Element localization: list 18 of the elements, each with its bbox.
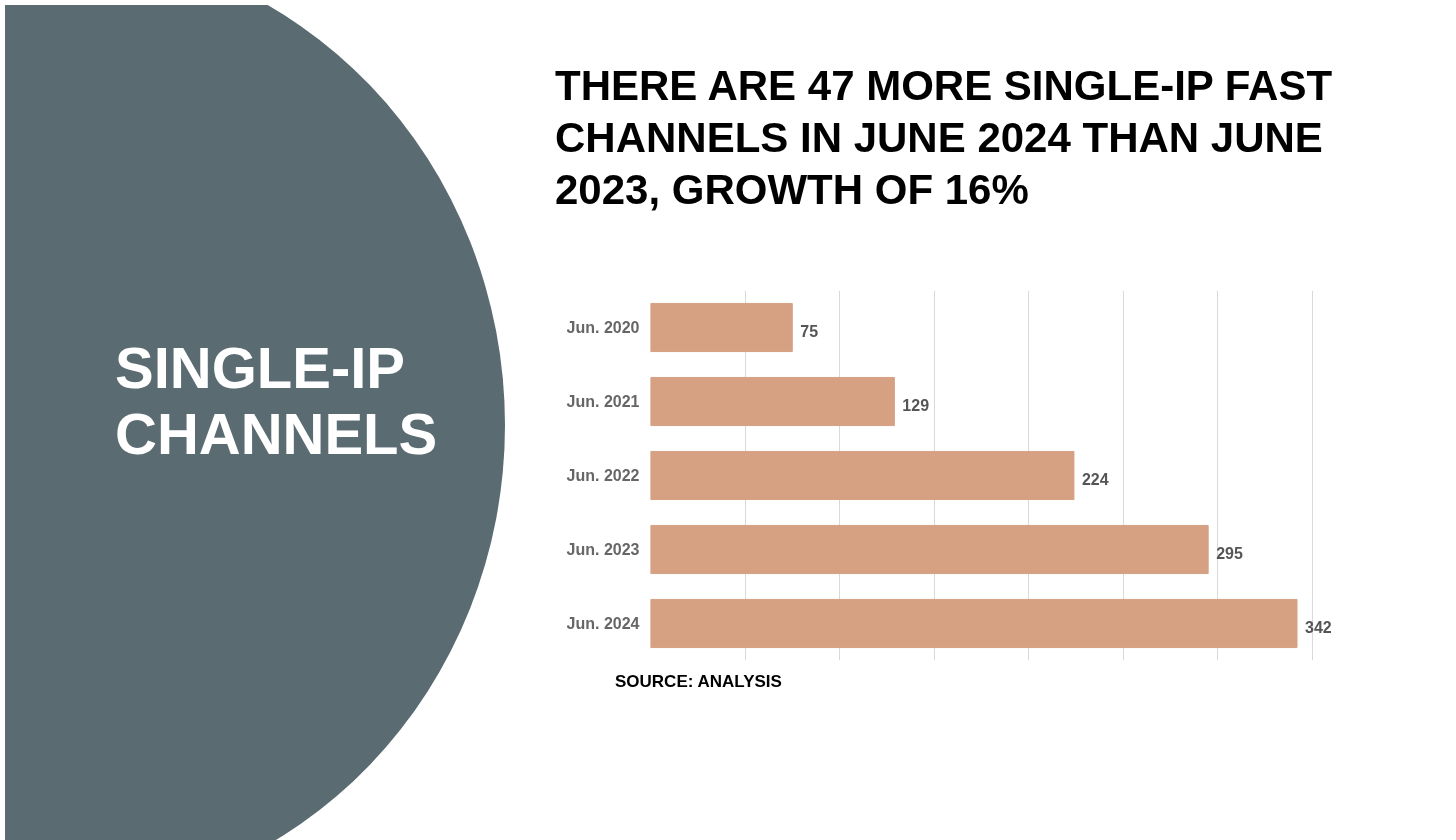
y-tick-label: Jun. 2020	[566, 319, 640, 336]
bar	[650, 524, 1209, 575]
bar	[650, 450, 1075, 501]
source-note: SOURCE: ANALYSIS	[614, 671, 782, 693]
y-tick-label: Jun. 2023	[566, 541, 640, 558]
data-label: 224	[1081, 470, 1109, 488]
data-label: 342	[1305, 618, 1332, 636]
y-tick-label: Jun. 2021	[566, 393, 640, 410]
bar	[650, 376, 895, 427]
data-label: 129	[902, 396, 930, 414]
y-tick-label: Jun. 2024	[566, 615, 640, 632]
text: SINGLE-IP CHANNELS	[115, 335, 439, 467]
bar	[650, 302, 793, 353]
data-label: 75	[800, 322, 819, 340]
chart-title: THERE ARE 47 MORE SINGLE-IP FAST CHANNELS IN JUNE 2024 THAN JUNE 2023, GROWTH OF 16%	[555, 61, 1334, 215]
bar	[650, 598, 1298, 649]
data-label: 295	[1216, 544, 1243, 562]
y-tick-label: Jun. 2022	[566, 467, 640, 484]
